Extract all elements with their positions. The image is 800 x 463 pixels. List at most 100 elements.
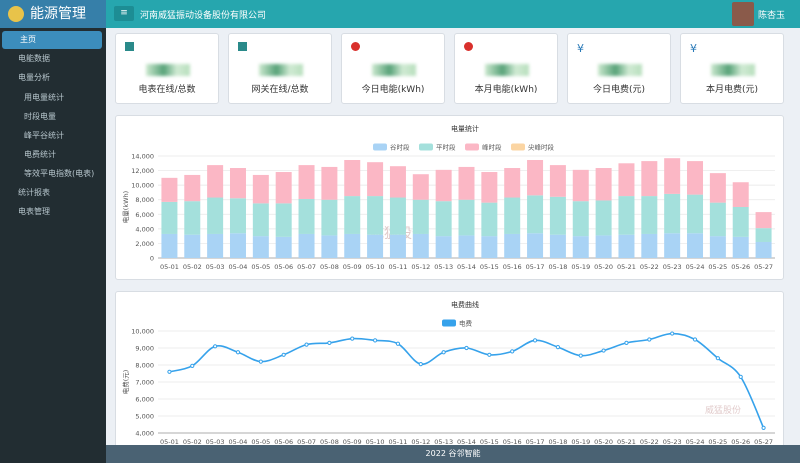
y-tick-label: 10,000: [131, 328, 154, 336]
bar-segment: [687, 233, 704, 258]
x-tick-label: 05-03: [206, 438, 225, 446]
point: [578, 353, 583, 358]
bar-segment: [458, 166, 475, 200]
bar-segment: [412, 233, 429, 258]
x-tick-label: 05-15: [480, 263, 499, 271]
point: [555, 345, 561, 350]
bar-segment: [389, 197, 406, 235]
x-tick-label: 05-27: [754, 438, 773, 446]
nav-item[interactable]: 等效平电指数(电表): [0, 165, 106, 183]
logo-icon: [8, 6, 24, 22]
card-label: 本月电能(kWh): [474, 85, 538, 95]
x-tick-label: 05-22: [640, 438, 659, 446]
card-label: 本月电费(元): [705, 85, 759, 95]
legend-label: 尖峰时段: [528, 143, 555, 152]
watermark: 威猛股份: [705, 404, 741, 416]
x-tick-label: 05-17: [526, 438, 545, 446]
bar-segment: [412, 199, 429, 234]
point: [532, 338, 538, 343]
bar-segment: [664, 193, 681, 234]
x-tick-label: 05-15: [480, 438, 499, 446]
x-tick-label: 05-18: [548, 263, 567, 271]
bar-segment: [595, 235, 612, 258]
card-icon: [464, 42, 473, 51]
legend-label: 峰时段: [482, 143, 502, 152]
y-tick-label: 4,000: [135, 225, 154, 233]
x-tick-label: 05-16: [503, 438, 522, 446]
bar-segment: [161, 233, 178, 258]
bar-segment: [527, 233, 544, 258]
card-value-blurred: [598, 64, 642, 76]
bar-segment: [252, 174, 269, 204]
y-tick-label: 2,000: [135, 240, 154, 248]
x-tick-label: 05-16: [503, 263, 522, 271]
nav-item[interactable]: 峰平谷统计: [0, 127, 106, 145]
nav-item[interactable]: 主页: [2, 31, 102, 49]
bar-segment: [321, 235, 338, 258]
bar-segment: [435, 169, 452, 202]
bar-segment: [458, 199, 475, 236]
card-icon: [125, 42, 134, 51]
nav-item[interactable]: 统计报表: [0, 184, 106, 202]
bar-segment: [298, 198, 315, 234]
x-tick-label: 05-09: [343, 438, 362, 446]
y-tick-label: 9,000: [135, 345, 154, 353]
logo[interactable]: 能源管理: [0, 0, 106, 28]
nav-label: 用电量统计: [24, 93, 64, 102]
bar-segment: [732, 236, 749, 258]
x-tick-label: 05-20: [594, 438, 613, 446]
point: [213, 344, 218, 349]
x-tick-label: 05-14: [457, 263, 476, 271]
nav-label: 时段电量: [24, 112, 56, 121]
user-name[interactable]: 陈杏玉: [758, 11, 786, 21]
card-value-blurred: [146, 64, 190, 76]
menu-toggle[interactable]: ≡: [114, 6, 134, 21]
nav-label: 电表管理: [18, 207, 50, 216]
legend-swatch: [511, 143, 525, 151]
bar-segment: [229, 198, 246, 234]
bar-segment: [572, 169, 589, 202]
avatar[interactable]: [732, 2, 754, 26]
y-tick-label: 12,000: [131, 167, 154, 175]
x-tick-label: 05-08: [320, 263, 339, 271]
x-tick-label: 05-06: [274, 438, 293, 446]
nav-item[interactable]: 用电量统计: [0, 89, 106, 107]
x-tick-label: 05-20: [594, 263, 613, 271]
bar-segment: [549, 165, 566, 197]
nav-item[interactable]: 电量分析: [0, 69, 106, 87]
bar-segment: [732, 207, 749, 237]
point: [692, 337, 698, 342]
x-tick-label: 05-19: [571, 263, 590, 271]
bar-segment: [229, 233, 246, 258]
card-label: 今日电能(kWh): [361, 85, 425, 95]
card-icon: [238, 42, 247, 51]
bar-segment: [321, 166, 338, 200]
legend-label: 电费: [459, 319, 473, 328]
bar-segment: [755, 241, 772, 258]
company-name: 河南威猛振动设备股份有限公司: [140, 11, 267, 21]
nav-item[interactable]: 电费统计: [0, 146, 106, 164]
bar-segment: [527, 160, 544, 196]
point: [441, 350, 446, 355]
point: [647, 337, 652, 342]
point: [235, 350, 241, 355]
y-tick-label: 5,000: [135, 413, 154, 421]
bar-segment: [709, 236, 726, 258]
bar-segment: [549, 196, 566, 235]
y-tick-label: 8,000: [135, 362, 154, 370]
bar-segment: [435, 236, 452, 258]
bar-segment: [481, 172, 498, 203]
nav-item[interactable]: 时段电量: [0, 108, 106, 126]
nav-item[interactable]: 电表管理: [0, 203, 106, 221]
chart-title: 电费曲线: [451, 300, 479, 309]
bar-segment: [572, 201, 589, 237]
point: [167, 369, 172, 374]
nav-item[interactable]: 电能数据: [0, 50, 106, 68]
nav-label: 等效平电指数(电表): [24, 169, 95, 178]
x-tick-label: 05-10: [366, 263, 385, 271]
bar-segment: [618, 196, 635, 235]
x-tick-label: 05-05: [251, 263, 270, 271]
point: [487, 352, 492, 357]
bar-segment: [298, 165, 315, 199]
